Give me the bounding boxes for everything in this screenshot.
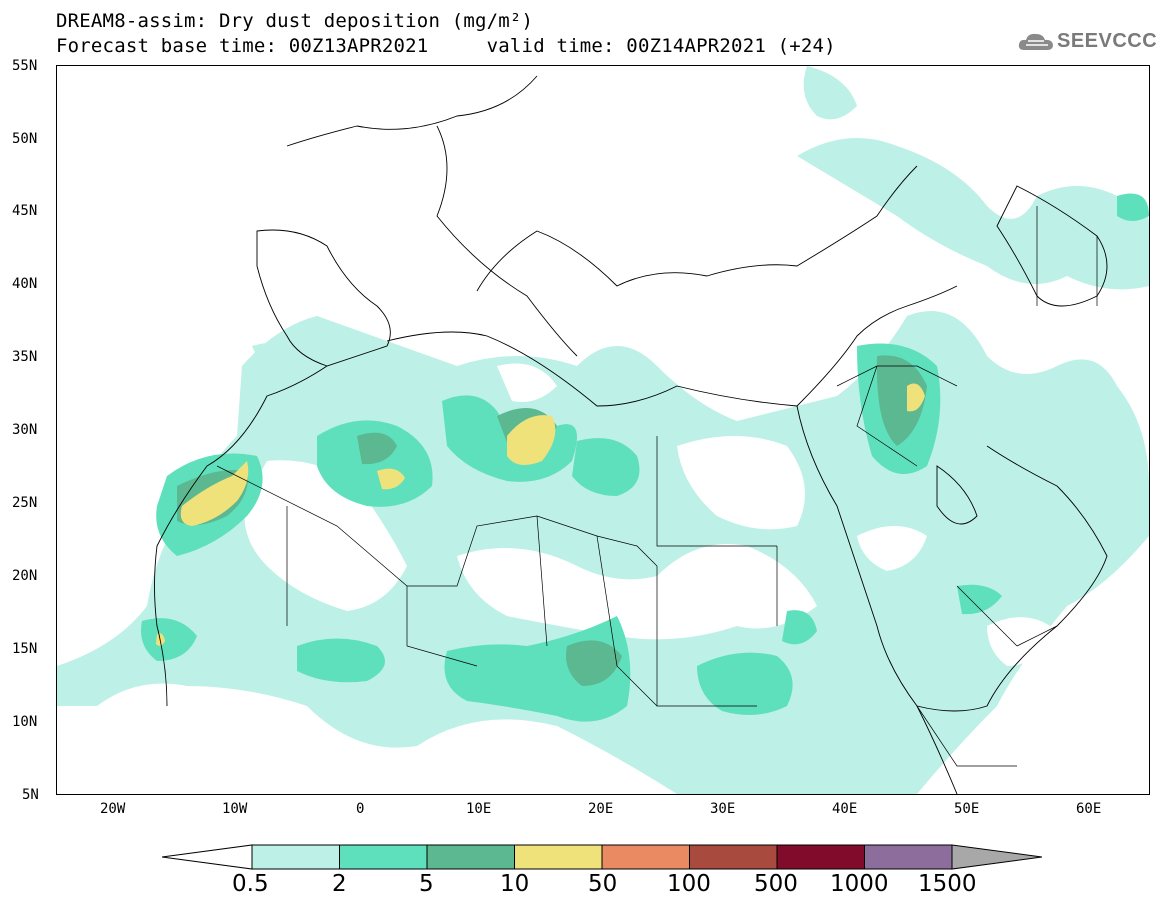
legend-label: 500 xyxy=(754,871,798,897)
below-threshold-areas xyxy=(244,363,1057,666)
lon-label: 10E xyxy=(466,801,492,817)
lat-label: 15N xyxy=(12,641,38,657)
colorbar-cell xyxy=(514,844,603,870)
colorbar-min-arrow xyxy=(162,844,253,870)
lat-label: 30N xyxy=(12,422,38,438)
legend-label: 10 xyxy=(500,871,530,897)
legend-label: 100 xyxy=(667,871,711,897)
colorbar-cell xyxy=(426,844,515,870)
lat-label: 35N xyxy=(12,349,38,365)
lat-label: 25N xyxy=(12,495,38,511)
lon-label: 50E xyxy=(954,801,980,817)
logo-text: SEEVCCC xyxy=(1057,30,1158,52)
lon-label: 30E xyxy=(710,801,736,817)
lat-label: 55N xyxy=(12,58,38,74)
legend-label: 5 xyxy=(419,871,434,897)
lon-label: 10W xyxy=(222,801,248,817)
colorbar-cell xyxy=(776,844,865,870)
colorbar-cell xyxy=(339,844,428,870)
legend-label: 1500 xyxy=(918,871,977,897)
lon-label: 20E xyxy=(588,801,614,817)
lon-label: 20W xyxy=(100,801,126,817)
lat-label: 20N xyxy=(12,568,38,584)
lat-label: 50N xyxy=(12,131,38,147)
lon-label: 60E xyxy=(1076,801,1102,817)
legend-label: 1000 xyxy=(830,871,889,897)
legend-label: 2 xyxy=(332,871,347,897)
lat-label: 45N xyxy=(12,203,38,219)
map-title: DREAM8-assim: Dry dust deposition (mg/m²… xyxy=(56,10,534,32)
coastlines xyxy=(154,75,1108,794)
forecast-time-subtitle: Forecast base time: 00Z13APR2021 valid t… xyxy=(56,35,836,57)
colorbar-cell xyxy=(864,844,953,870)
colorbar-cell xyxy=(601,844,690,870)
colorbar-cell xyxy=(251,844,340,870)
cloud-icon xyxy=(1018,33,1053,50)
lat-label: 40N xyxy=(12,276,38,292)
colorbar-max-arrow xyxy=(951,844,1042,870)
legend-label: 0.5 xyxy=(232,871,269,897)
lon-label: 0 xyxy=(356,801,365,817)
colorbar-cell xyxy=(689,844,778,870)
contour-level-10 xyxy=(156,383,925,646)
lat-label: 10N xyxy=(12,714,38,730)
legend-colorbar xyxy=(162,844,1042,870)
lat-label: 5N xyxy=(22,787,39,803)
country-borders xyxy=(216,206,1098,767)
dust-deposition-map xyxy=(56,65,1150,795)
lon-label: 40E xyxy=(832,801,858,817)
legend-label: 50 xyxy=(588,871,618,897)
